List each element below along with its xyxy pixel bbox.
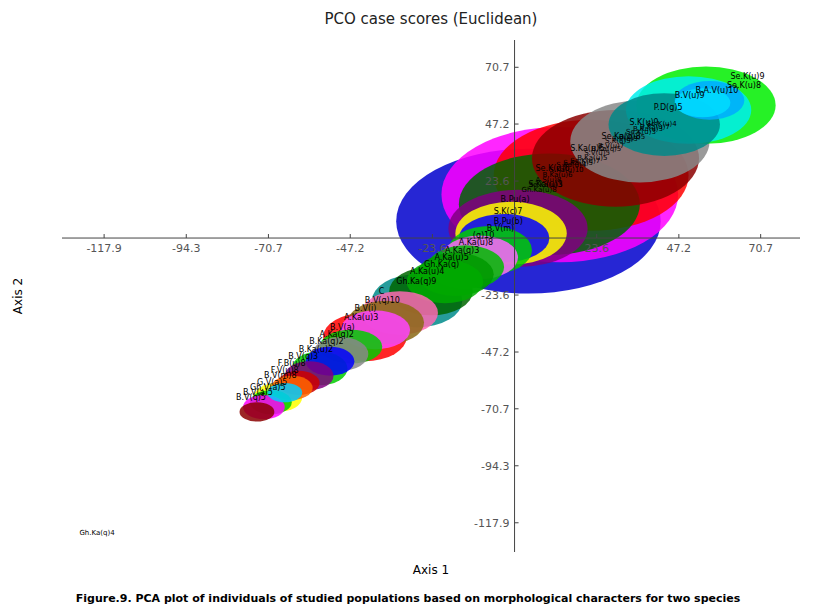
- ellipse: [675, 81, 745, 120]
- y-axis-label: Axis 2: [11, 278, 25, 314]
- y-tick: [515, 522, 519, 523]
- y-tick: [515, 295, 519, 296]
- ellipse-label: B.V(q)5: [236, 393, 266, 402]
- ellipse-label: A.Ka(u)4: [410, 267, 444, 276]
- x-tick-label: -47.2: [336, 242, 364, 255]
- annotation: Gh.Ka(q)4: [79, 529, 115, 537]
- x-tick-label: -117.9: [86, 242, 121, 255]
- y-tick-label: 23.6: [485, 175, 510, 188]
- x-tick: [596, 234, 597, 238]
- y-tick: [515, 124, 519, 125]
- ellipse-label: B.V(i): [354, 304, 376, 313]
- y-tick-label: 70.7: [485, 61, 510, 74]
- x-tick: [678, 234, 679, 238]
- axes: -117.9 -94.3 -70.7 -47.2 -23.6 23.6 47.2 70.7 -1…: [62, 40, 800, 552]
- y-tick: [515, 352, 519, 353]
- y-axis-line: [514, 40, 515, 552]
- ellipse-label: B.V(u)9: [675, 91, 705, 100]
- annotations: S.Ka(u)10Se.K(u)7B.Ka(u)6S.V(u)5A.S(u)8B…: [79, 120, 677, 536]
- ellipse-label: B.Pu(a): [501, 195, 530, 204]
- x-axis-label: Axis 1: [413, 563, 449, 577]
- x-tick-label: 47.2: [667, 242, 692, 255]
- y-tick: [515, 67, 519, 68]
- page: {"chart_data": { "type": "ellipse", "tit…: [0, 0, 816, 616]
- ellipse: [240, 402, 275, 421]
- chart: PCO case scores (Euclidean) -117.9 -94.3 -7…: [0, 0, 816, 616]
- y-tick-label: -23.6: [481, 289, 509, 302]
- annotation: Se.K(u)4: [647, 120, 677, 128]
- ellipse-label: S.K(c)7: [494, 207, 523, 216]
- annotation: S.Ka(q)5: [563, 159, 593, 167]
- y-tick-label: -47.2: [481, 346, 509, 359]
- x-axis-line: [62, 238, 800, 239]
- ellipse-label: Gh.Ka(q)9: [396, 277, 436, 286]
- x-tick-label: -70.7: [254, 242, 282, 255]
- y-tick: [515, 181, 519, 182]
- x-tick-label: 70.7: [748, 242, 773, 255]
- y-tick-label: -70.7: [481, 403, 509, 416]
- ellipse-label: A.Ka(u)3: [344, 313, 378, 322]
- x-tick-label: 23.6: [584, 242, 609, 255]
- x-tick: [268, 234, 269, 238]
- y-tick: [515, 408, 519, 409]
- title: PCO case scores (Euclidean): [325, 10, 538, 28]
- x-tick-label: -94.3: [172, 242, 200, 255]
- ellipse-labels: Se.K(u)9Se.K(u)8B.A.V(u)10B.V(u)9P.D(g)5…: [236, 72, 765, 402]
- caption: Figure.9. PCA plot of individuals of stu…: [76, 592, 741, 605]
- x-tick: [350, 234, 351, 238]
- x-tick: [104, 234, 105, 238]
- y-tick-label: 47.2: [485, 118, 510, 131]
- ellipse-label: P.D(g)5: [654, 103, 683, 112]
- x-tick: [186, 234, 187, 238]
- x-tick: [432, 234, 433, 238]
- y-tick-label: -117.9: [474, 517, 509, 530]
- ellipses: [240, 67, 776, 422]
- ellipse-label: Se.K(u)9: [730, 72, 764, 81]
- y-tick: [515, 465, 519, 466]
- y-tick-label: -94.3: [481, 460, 509, 473]
- annotation: Gh.Ka(u)8: [522, 186, 557, 194]
- ellipse-label: C: [379, 287, 385, 296]
- x-tick: [760, 234, 761, 238]
